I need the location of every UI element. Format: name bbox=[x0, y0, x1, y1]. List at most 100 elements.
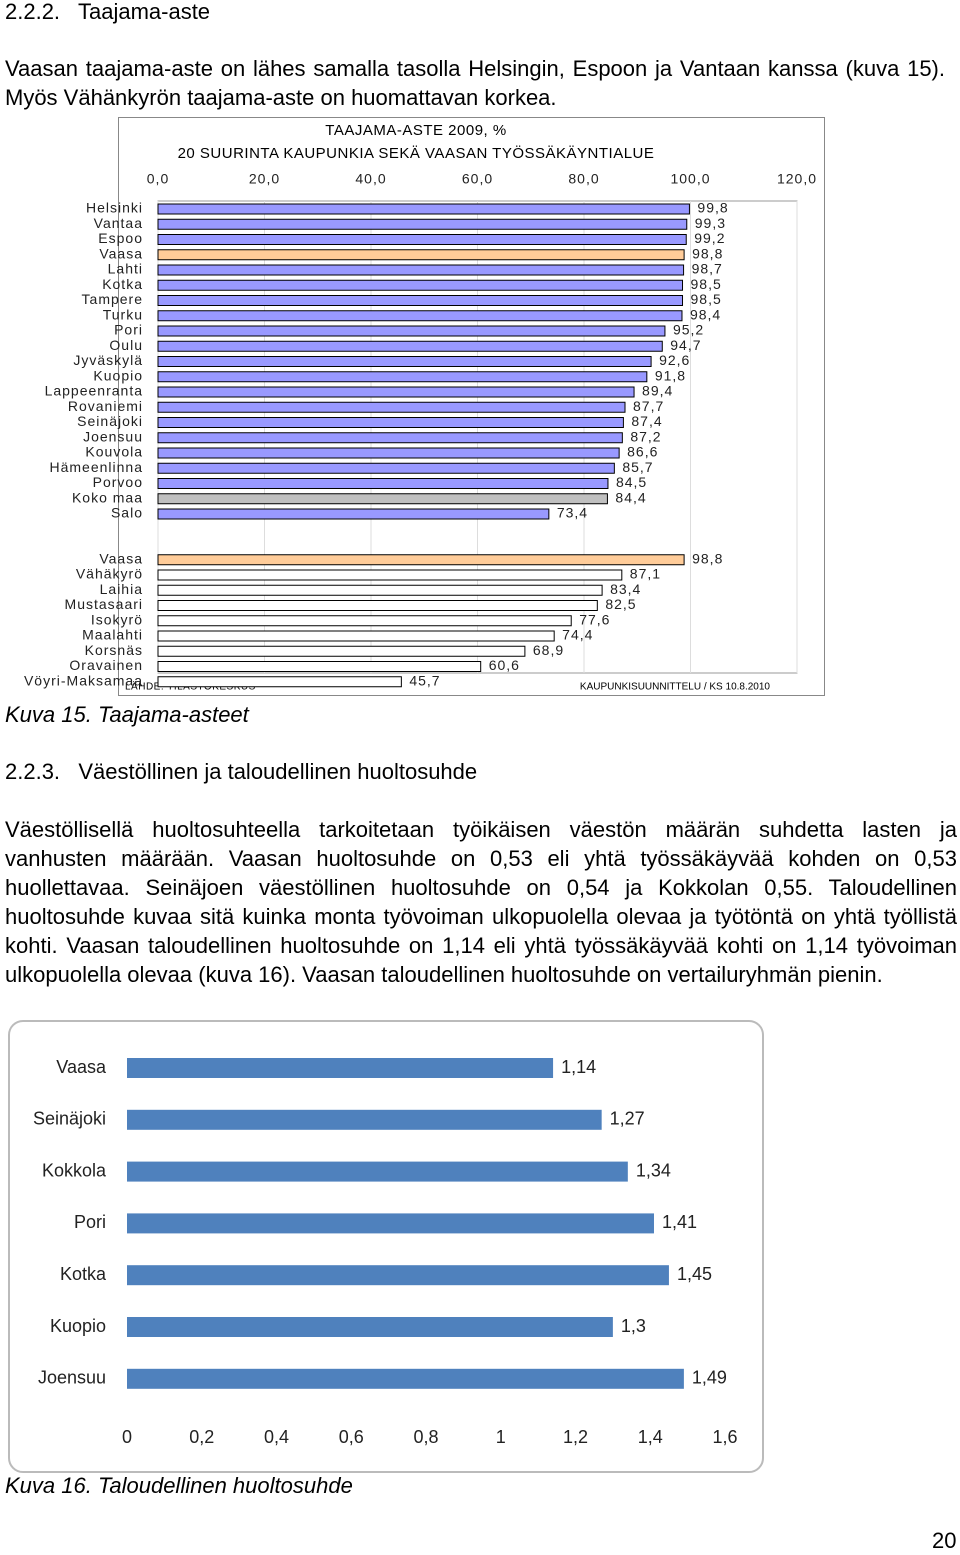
x-tick-label: 20,0 bbox=[249, 171, 280, 187]
value-label: 87,2 bbox=[630, 428, 661, 444]
category-label: Oulu bbox=[109, 337, 143, 353]
bar bbox=[157, 356, 652, 367]
heading: 2.2.2. Taajama-aste bbox=[5, 0, 211, 24]
bar bbox=[157, 584, 603, 596]
bar bbox=[157, 234, 687, 245]
value-label: 95,2 bbox=[673, 322, 704, 338]
bar bbox=[157, 645, 526, 657]
category-label: Jyväskylä bbox=[73, 352, 143, 368]
value-label: 87,4 bbox=[631, 413, 662, 429]
value-label: 98,4 bbox=[690, 306, 721, 322]
x-tick-label: 1,4 bbox=[638, 1427, 663, 1447]
bar bbox=[157, 340, 663, 352]
chart-frame bbox=[118, 117, 825, 696]
category-label: Salo bbox=[111, 505, 143, 521]
bar bbox=[157, 295, 684, 306]
bar bbox=[157, 630, 555, 642]
caption: Kuva 16. Taloudellinen huoltosuhde bbox=[5, 1473, 353, 1498]
category-label: Rovaniemi bbox=[68, 398, 143, 414]
category-label: Helsinki bbox=[86, 200, 143, 216]
value-label: 68,9 bbox=[533, 642, 564, 658]
page-number: 20 bbox=[932, 1528, 957, 1553]
x-tick-label: 0,2 bbox=[189, 1427, 214, 1447]
x-tick-label: 80,0 bbox=[568, 171, 599, 187]
category-label: Vaasa bbox=[99, 245, 143, 261]
value-label: 98,8 bbox=[692, 550, 723, 566]
bar bbox=[127, 1161, 628, 1182]
bar bbox=[157, 508, 550, 520]
category-label: Isokyrö bbox=[91, 611, 143, 627]
value-label: 84,4 bbox=[615, 489, 646, 505]
category-label: Maalahti bbox=[82, 627, 143, 643]
bar bbox=[157, 432, 623, 444]
value-label: 91,8 bbox=[655, 367, 686, 383]
category-label: Vantaa bbox=[94, 215, 143, 231]
category-label: Vaasa bbox=[56, 1057, 107, 1077]
paragraph: Väestöllisellä huoltosuhteella tarkoitet… bbox=[5, 817, 957, 987]
bar bbox=[127, 1368, 684, 1389]
value-label: 74,4 bbox=[562, 627, 593, 643]
bar bbox=[157, 279, 684, 291]
bar bbox=[157, 310, 683, 322]
value-label: 98,5 bbox=[691, 291, 722, 307]
x-tick-label: 0,8 bbox=[413, 1427, 438, 1447]
bar bbox=[127, 1213, 654, 1234]
bar bbox=[157, 417, 624, 428]
value-label: 99,3 bbox=[695, 215, 726, 231]
x-tick-label: 1,2 bbox=[563, 1427, 588, 1447]
category-label: Joensuu bbox=[83, 428, 143, 444]
chart-title: TAAJAMA-ASTE 2009, % bbox=[325, 122, 506, 139]
category-label: Lappeenranta bbox=[45, 383, 143, 399]
bar bbox=[157, 203, 690, 215]
category-label: Mustasaari bbox=[65, 596, 143, 612]
value-label: 1,41 bbox=[662, 1212, 697, 1232]
category-label: Kokkola bbox=[42, 1160, 107, 1180]
category-label: Hämeenlinna bbox=[50, 459, 144, 475]
bar bbox=[157, 249, 685, 261]
chart-subtitle: 20 SUURINTA KAUPUNKIA SEKÄ VAASAN TYÖSSÄ… bbox=[178, 144, 655, 162]
category-label: Tampere bbox=[82, 291, 143, 307]
value-label: 1,45 bbox=[677, 1264, 712, 1284]
value-label: 45,7 bbox=[409, 672, 440, 688]
bar bbox=[157, 569, 623, 581]
bar bbox=[157, 218, 688, 230]
paragraph: Vaasan taajama-aste on lähes samalla tas… bbox=[5, 56, 945, 110]
note: KAUPUNKISUUNNITTELU / KS 10.8.2010 bbox=[580, 682, 771, 693]
category-label: Vöyri-Maksamaa bbox=[24, 672, 143, 688]
value-label: 89,4 bbox=[642, 383, 673, 399]
bar bbox=[157, 462, 615, 474]
category-label: Kuopio bbox=[93, 367, 143, 383]
x-tick-label: 100,0 bbox=[670, 171, 710, 187]
category-label: Pori bbox=[74, 1212, 106, 1232]
category-label: Lahti bbox=[108, 261, 143, 277]
value-label: 94,7 bbox=[670, 337, 701, 353]
bar bbox=[157, 615, 572, 627]
value-label: 99,2 bbox=[694, 230, 725, 246]
value-label: 84,5 bbox=[616, 474, 647, 490]
category-label: Kuopio bbox=[50, 1316, 106, 1336]
value-label: 77,6 bbox=[579, 611, 610, 627]
bar bbox=[157, 401, 626, 413]
value-label: 87,1 bbox=[630, 566, 661, 582]
x-tick-label: 0,6 bbox=[339, 1427, 364, 1447]
heading: 2.2.3. Väestöllinen ja taloudellinen huo… bbox=[5, 759, 478, 784]
value-label: 73,4 bbox=[557, 505, 588, 521]
x-tick-label: 1,6 bbox=[712, 1427, 737, 1447]
bar bbox=[157, 325, 666, 337]
x-tick-label: 120,0 bbox=[777, 171, 817, 187]
value-label: 1,27 bbox=[610, 1109, 645, 1129]
value-label: 82,5 bbox=[605, 596, 636, 612]
bar bbox=[157, 478, 609, 489]
category-label: Korsnäs bbox=[85, 642, 143, 658]
value-label: 87,7 bbox=[633, 398, 664, 414]
bar bbox=[127, 1317, 613, 1337]
bar bbox=[157, 371, 648, 383]
category-label: Kotka bbox=[102, 276, 143, 292]
value-label: 1,3 bbox=[621, 1316, 646, 1336]
category-label: Seinäjoki bbox=[77, 413, 143, 429]
category-label: Koko maa bbox=[72, 489, 143, 505]
bar bbox=[157, 554, 685, 566]
category-label: Oravainen bbox=[69, 657, 143, 673]
